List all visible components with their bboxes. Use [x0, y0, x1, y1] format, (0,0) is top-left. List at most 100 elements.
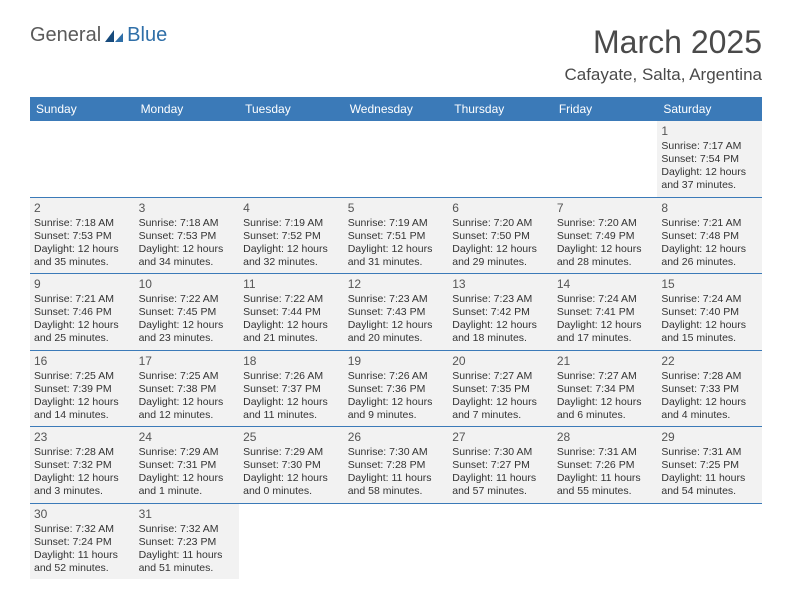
sunset-line: Sunset: 7:31 PM	[139, 459, 236, 472]
sunset-line: Sunset: 7:32 PM	[34, 459, 131, 472]
sunset-line: Sunset: 7:28 PM	[348, 459, 445, 472]
daylight-line: Daylight: 12 hours and 29 minutes.	[452, 243, 549, 269]
day-cell: 18Sunrise: 7:26 AMSunset: 7:37 PMDayligh…	[239, 351, 344, 428]
day-number: 18	[243, 354, 340, 369]
daylight-line: Daylight: 11 hours and 57 minutes.	[452, 472, 549, 498]
day-cell: 21Sunrise: 7:27 AMSunset: 7:34 PMDayligh…	[553, 351, 658, 428]
sunset-line: Sunset: 7:45 PM	[139, 306, 236, 319]
day-cell: 8Sunrise: 7:21 AMSunset: 7:48 PMDaylight…	[657, 198, 762, 275]
daylight-line: Daylight: 12 hours and 32 minutes.	[243, 243, 340, 269]
day-cell: 2Sunrise: 7:18 AMSunset: 7:53 PMDaylight…	[30, 198, 135, 275]
empty-cell	[135, 121, 240, 198]
day-number: 19	[348, 354, 445, 369]
sunset-line: Sunset: 7:27 PM	[452, 459, 549, 472]
title-block: March 2025 Cafayate, Salta, Argentina	[564, 24, 762, 85]
sunset-line: Sunset: 7:40 PM	[661, 306, 758, 319]
sunrise-line: Sunrise: 7:18 AM	[139, 217, 236, 230]
day-number: 27	[452, 430, 549, 445]
daylight-line: Daylight: 12 hours and 35 minutes.	[34, 243, 131, 269]
header: General Blue March 2025 Cafayate, Salta,…	[30, 24, 762, 85]
sunrise-line: Sunrise: 7:23 AM	[348, 293, 445, 306]
daylight-line: Daylight: 12 hours and 17 minutes.	[557, 319, 654, 345]
daylight-line: Daylight: 12 hours and 12 minutes.	[139, 396, 236, 422]
day-number: 2	[34, 201, 131, 216]
day-cell: 6Sunrise: 7:20 AMSunset: 7:50 PMDaylight…	[448, 198, 553, 275]
sunrise-line: Sunrise: 7:21 AM	[34, 293, 131, 306]
sunrise-line: Sunrise: 7:22 AM	[243, 293, 340, 306]
day-cell: 24Sunrise: 7:29 AMSunset: 7:31 PMDayligh…	[135, 427, 240, 504]
sunrise-line: Sunrise: 7:30 AM	[452, 446, 549, 459]
day-cell: 3Sunrise: 7:18 AMSunset: 7:53 PMDaylight…	[135, 198, 240, 275]
daylight-line: Daylight: 12 hours and 4 minutes.	[661, 396, 758, 422]
day-number: 15	[661, 277, 758, 292]
sunset-line: Sunset: 7:44 PM	[243, 306, 340, 319]
sunset-line: Sunset: 7:51 PM	[348, 230, 445, 243]
sunset-line: Sunset: 7:23 PM	[139, 536, 236, 549]
sunrise-line: Sunrise: 7:25 AM	[139, 370, 236, 383]
daylight-line: Daylight: 11 hours and 52 minutes.	[34, 549, 131, 575]
week-row: 2Sunrise: 7:18 AMSunset: 7:53 PMDaylight…	[30, 198, 762, 275]
sunrise-line: Sunrise: 7:20 AM	[557, 217, 654, 230]
sunrise-line: Sunrise: 7:22 AM	[139, 293, 236, 306]
sunrise-line: Sunrise: 7:31 AM	[557, 446, 654, 459]
sunrise-line: Sunrise: 7:24 AM	[557, 293, 654, 306]
day-number: 7	[557, 201, 654, 216]
daylight-line: Daylight: 12 hours and 7 minutes.	[452, 396, 549, 422]
day-cell: 30Sunrise: 7:32 AMSunset: 7:24 PMDayligh…	[30, 504, 135, 580]
sunset-line: Sunset: 7:46 PM	[34, 306, 131, 319]
day-header-cell: Monday	[135, 97, 240, 121]
day-cell: 11Sunrise: 7:22 AMSunset: 7:44 PMDayligh…	[239, 274, 344, 351]
empty-cell	[657, 504, 762, 580]
sunrise-line: Sunrise: 7:21 AM	[661, 217, 758, 230]
sunset-line: Sunset: 7:34 PM	[557, 383, 654, 396]
sunset-line: Sunset: 7:33 PM	[661, 383, 758, 396]
day-header-cell: Saturday	[657, 97, 762, 121]
day-cell: 27Sunrise: 7:30 AMSunset: 7:27 PMDayligh…	[448, 427, 553, 504]
day-number: 1	[661, 124, 758, 139]
sunrise-line: Sunrise: 7:29 AM	[139, 446, 236, 459]
empty-cell	[344, 504, 449, 580]
daylight-line: Daylight: 12 hours and 3 minutes.	[34, 472, 131, 498]
day-header-cell: Sunday	[30, 97, 135, 121]
sunrise-line: Sunrise: 7:18 AM	[34, 217, 131, 230]
sunset-line: Sunset: 7:49 PM	[557, 230, 654, 243]
sunrise-line: Sunrise: 7:26 AM	[243, 370, 340, 383]
day-header-cell: Tuesday	[239, 97, 344, 121]
empty-cell	[553, 504, 658, 580]
day-cell: 25Sunrise: 7:29 AMSunset: 7:30 PMDayligh…	[239, 427, 344, 504]
empty-cell	[553, 121, 658, 198]
day-number: 11	[243, 277, 340, 292]
day-number: 6	[452, 201, 549, 216]
day-cell: 4Sunrise: 7:19 AMSunset: 7:52 PMDaylight…	[239, 198, 344, 275]
day-number: 16	[34, 354, 131, 369]
daylight-line: Daylight: 12 hours and 20 minutes.	[348, 319, 445, 345]
day-number: 29	[661, 430, 758, 445]
day-cell: 10Sunrise: 7:22 AMSunset: 7:45 PMDayligh…	[135, 274, 240, 351]
calendar-table: SundayMondayTuesdayWednesdayThursdayFrid…	[30, 97, 762, 579]
day-number: 23	[34, 430, 131, 445]
sunset-line: Sunset: 7:39 PM	[34, 383, 131, 396]
day-header-row: SundayMondayTuesdayWednesdayThursdayFrid…	[30, 97, 762, 121]
daylight-line: Daylight: 12 hours and 21 minutes.	[243, 319, 340, 345]
sunset-line: Sunset: 7:30 PM	[243, 459, 340, 472]
daylight-line: Daylight: 12 hours and 11 minutes.	[243, 396, 340, 422]
sunset-line: Sunset: 7:52 PM	[243, 230, 340, 243]
day-number: 17	[139, 354, 236, 369]
sunset-line: Sunset: 7:38 PM	[139, 383, 236, 396]
week-row: 30Sunrise: 7:32 AMSunset: 7:24 PMDayligh…	[30, 504, 762, 580]
sunrise-line: Sunrise: 7:19 AM	[243, 217, 340, 230]
sunrise-line: Sunrise: 7:26 AM	[348, 370, 445, 383]
sunset-line: Sunset: 7:37 PM	[243, 383, 340, 396]
day-cell: 28Sunrise: 7:31 AMSunset: 7:26 PMDayligh…	[553, 427, 658, 504]
sunset-line: Sunset: 7:50 PM	[452, 230, 549, 243]
daylight-line: Daylight: 12 hours and 26 minutes.	[661, 243, 758, 269]
day-cell: 14Sunrise: 7:24 AMSunset: 7:41 PMDayligh…	[553, 274, 658, 351]
day-number: 20	[452, 354, 549, 369]
sunset-line: Sunset: 7:26 PM	[557, 459, 654, 472]
day-cell: 20Sunrise: 7:27 AMSunset: 7:35 PMDayligh…	[448, 351, 553, 428]
daylight-line: Daylight: 11 hours and 58 minutes.	[348, 472, 445, 498]
sunset-line: Sunset: 7:25 PM	[661, 459, 758, 472]
day-cell: 16Sunrise: 7:25 AMSunset: 7:39 PMDayligh…	[30, 351, 135, 428]
sunrise-line: Sunrise: 7:27 AM	[557, 370, 654, 383]
day-number: 9	[34, 277, 131, 292]
